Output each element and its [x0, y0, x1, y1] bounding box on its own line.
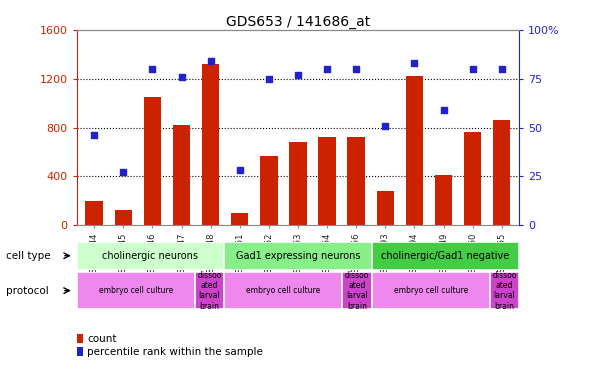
- Point: [381, 123, 390, 129]
- Point: [264, 76, 274, 82]
- Point: [148, 66, 157, 72]
- Bar: [231, 213, 248, 225]
- Bar: [114, 210, 132, 225]
- Point: [352, 66, 361, 72]
- Bar: [319, 137, 336, 225]
- Bar: [406, 76, 423, 225]
- Bar: [195, 272, 224, 309]
- Point: [119, 170, 128, 176]
- Bar: [493, 120, 510, 225]
- Bar: [77, 272, 195, 309]
- Bar: [289, 142, 307, 225]
- Point: [322, 66, 332, 72]
- Text: count: count: [87, 334, 117, 344]
- Text: cholinergic neurons: cholinergic neurons: [103, 251, 198, 261]
- Bar: [435, 175, 453, 225]
- Point: [177, 74, 186, 80]
- Point: [439, 107, 448, 113]
- Point: [90, 132, 99, 138]
- Bar: [376, 191, 394, 225]
- Text: cell type: cell type: [6, 251, 51, 261]
- Bar: [464, 132, 481, 225]
- Text: percentile rank within the sample: percentile rank within the sample: [87, 347, 263, 357]
- Bar: [224, 242, 372, 270]
- Bar: [173, 125, 190, 225]
- Bar: [86, 201, 103, 225]
- Bar: [224, 272, 342, 309]
- Point: [293, 72, 303, 78]
- Text: cholinergic/Gad1 negative: cholinergic/Gad1 negative: [381, 251, 510, 261]
- Point: [206, 58, 215, 64]
- Bar: [372, 242, 519, 270]
- Text: embryo cell culture: embryo cell culture: [246, 286, 320, 295]
- Text: dissoo
ated
larval
brain: dissoo ated larval brain: [197, 270, 222, 311]
- Text: dissoo
ated
larval
brain: dissoo ated larval brain: [492, 270, 517, 311]
- Text: Gad1 expressing neurons: Gad1 expressing neurons: [235, 251, 360, 261]
- Title: GDS653 / 141686_at: GDS653 / 141686_at: [226, 15, 370, 29]
- Bar: [77, 242, 224, 270]
- Point: [497, 66, 506, 72]
- Text: embryo cell culture: embryo cell culture: [394, 286, 468, 295]
- Bar: [342, 272, 372, 309]
- Text: protocol: protocol: [6, 286, 48, 296]
- Text: embryo cell culture: embryo cell culture: [99, 286, 173, 295]
- Bar: [490, 272, 519, 309]
- Point: [468, 66, 477, 72]
- Point: [235, 167, 244, 173]
- Bar: [260, 156, 277, 225]
- Bar: [143, 97, 161, 225]
- Bar: [372, 272, 490, 309]
- Bar: [348, 137, 365, 225]
- Point: [409, 60, 419, 66]
- Bar: [202, 64, 219, 225]
- Text: dissoo
ated
larval
brain: dissoo ated larval brain: [345, 270, 369, 311]
